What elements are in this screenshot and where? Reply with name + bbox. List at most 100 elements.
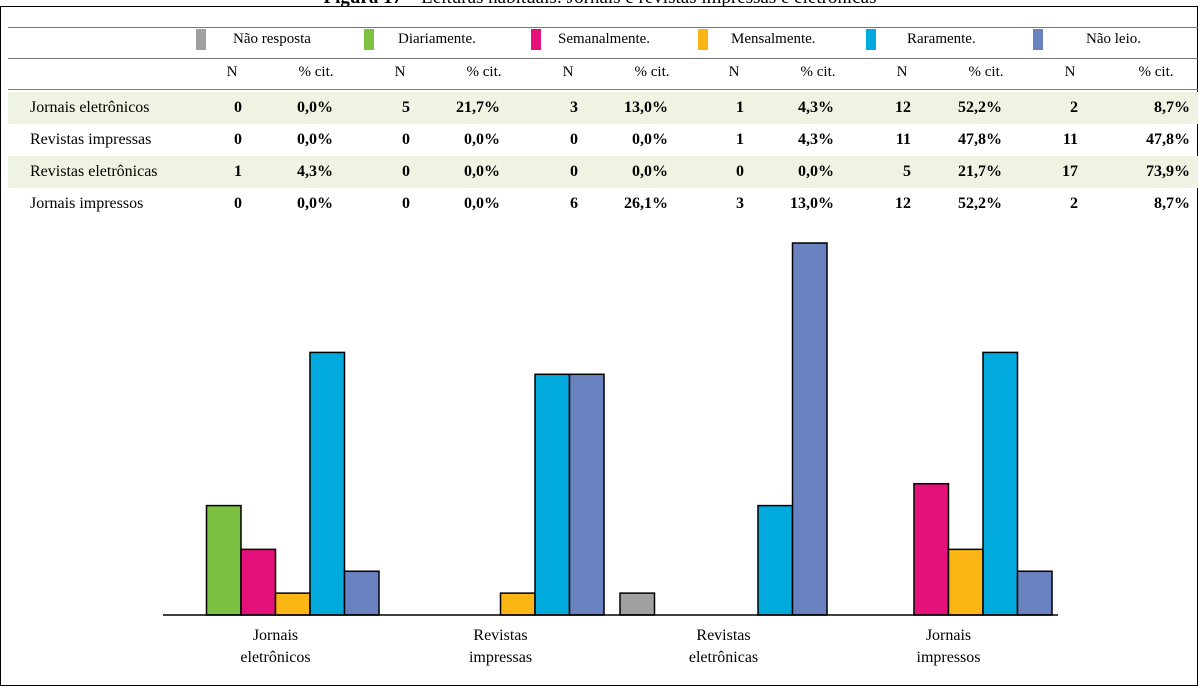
cell-count: 0 [234, 131, 242, 148]
cell-percent: 4,3% [798, 99, 834, 116]
subheader-pct: % cit. [466, 64, 502, 80]
cell-count: 1 [234, 163, 242, 180]
bar-nao-leio [568, 373, 605, 616]
x-tick-label: Revistas [696, 627, 750, 644]
subheader-pct: % cit. [800, 64, 836, 80]
legend-raramente: Raramente. [866, 29, 1026, 50]
cell-percent: 52,2% [958, 99, 1002, 116]
cell-percent: 0,0% [464, 163, 500, 180]
bar-raramente [309, 351, 346, 616]
x-tick-label: eletrônicos [240, 649, 310, 666]
legend-diariamente: Diariamente. [364, 29, 524, 50]
cell-percent: 21,7% [456, 99, 500, 116]
subheader-n: N [1064, 64, 1076, 80]
cell-count: 0 [234, 99, 242, 116]
bar-semanalmente [240, 548, 277, 616]
subheader-pct: % cit. [634, 64, 670, 80]
subheader-pct: % cit. [1138, 64, 1174, 80]
cell-percent: 0,0% [297, 131, 333, 148]
legend-nao-resposta: Não resposta [196, 29, 356, 50]
cell-percent: 21,7% [958, 163, 1002, 180]
cell-count: 6 [570, 195, 578, 212]
legend-swatch [698, 29, 708, 50]
subheader-n: N [562, 64, 574, 80]
row-label: Jornais impressos [30, 195, 144, 212]
cell-percent: 0,0% [798, 163, 834, 180]
cell-count: 2 [1070, 99, 1078, 116]
x-tick-label: impressas [469, 649, 532, 666]
figure-caption: Figura 17 – Leituras habituais: Jornais … [0, 0, 1200, 9]
legend-label: Diariamente. [398, 31, 476, 47]
bar-diariamente [205, 504, 242, 616]
legend-swatch [364, 29, 374, 50]
legend-label: Semanalmente. [558, 31, 651, 47]
cell-count: 11 [895, 131, 911, 148]
cell-count: 17 [1062, 163, 1078, 180]
caption-bold: Figura 17 [324, 0, 403, 8]
subheader-n: N [728, 64, 740, 80]
cell-percent: 13,0% [790, 195, 834, 212]
subheader-n: N [226, 64, 238, 80]
legend-label: Mensalmente. [731, 31, 816, 47]
cell-percent: 0,0% [632, 163, 668, 180]
cell-count: 11 [1062, 131, 1078, 148]
cell-percent: 73,9% [1146, 163, 1190, 180]
bar-mensalmente [947, 548, 984, 616]
cell-percent: 0,0% [632, 131, 668, 148]
table-row: Jornais impressos 0 0,0% 0 0,0% 6 26,1% 3 13,0% 1… [8, 188, 1198, 220]
cell-count: 12 [895, 99, 911, 116]
cell-percent: 52,2% [958, 195, 1002, 212]
cell-count: 0 [234, 195, 242, 212]
cell-count: 2 [1070, 195, 1078, 212]
rule-legend [8, 58, 1198, 59]
subheader-n: N [896, 64, 908, 80]
legend-swatch [531, 29, 541, 50]
x-tick-label: impressos [917, 649, 981, 666]
legend-label: Raramente. [907, 31, 976, 47]
row-label: Revistas eletrônicas [30, 163, 158, 180]
cell-percent: 8,7% [1154, 195, 1190, 212]
x-tick-label: Revistas [473, 627, 527, 644]
x-tick-label: eletrônicas [689, 649, 758, 666]
legend-label: Não resposta [233, 31, 311, 47]
cell-percent: 4,3% [297, 163, 333, 180]
bar-mensalmente [499, 592, 536, 616]
row-label: Revistas impressas [30, 131, 152, 148]
cell-count: 0 [402, 131, 410, 148]
bar-nao-leio [343, 570, 380, 616]
bar-mensalmente [274, 592, 311, 616]
cell-count: 0 [402, 195, 410, 212]
cell-percent: 8,7% [1154, 99, 1190, 116]
legend-mensalmente: Mensalmente. [698, 29, 858, 50]
cell-count: 5 [903, 163, 911, 180]
legend-label: Não leio. [1086, 31, 1141, 47]
legend-swatch [1033, 29, 1043, 50]
cell-percent: 13,0% [624, 99, 668, 116]
table-row: Revistas eletrônicas 1 4,3% 0 0,0% 0 0,0% 0 0,0%… [8, 156, 1198, 188]
bar-raramente [757, 504, 794, 616]
cell-count: 0 [570, 163, 578, 180]
cell-percent: 47,8% [1146, 131, 1190, 148]
caption-text: – Leituras habituais: Jornais e revistas… [402, 0, 877, 8]
cell-percent: 4,3% [798, 131, 834, 148]
legend-semanalmente: Semanalmente. [531, 29, 691, 50]
legend-nao-leio: Não leio. [1033, 29, 1193, 50]
cell-percent: 47,8% [958, 131, 1002, 148]
cell-count: 0 [570, 131, 578, 148]
cell-percent: 26,1% [624, 195, 668, 212]
cell-count: 0 [402, 163, 410, 180]
bar-nao-leio [1016, 570, 1053, 616]
bar-nao-leio [791, 242, 828, 616]
cell-percent: 0,0% [464, 131, 500, 148]
legend-swatch [866, 29, 876, 50]
bar-raramente [534, 373, 571, 616]
bar-raramente [982, 351, 1019, 616]
cell-count: 3 [570, 99, 578, 116]
x-tick-label: Jornais [926, 627, 971, 644]
subheader-pct: % cit. [298, 64, 334, 80]
cell-percent: 0,0% [464, 195, 500, 212]
cell-count: 1 [736, 131, 744, 148]
cell-count: 12 [895, 195, 911, 212]
row-label: Jornais eletrônicos [30, 99, 150, 116]
cell-percent: 0,0% [297, 99, 333, 116]
